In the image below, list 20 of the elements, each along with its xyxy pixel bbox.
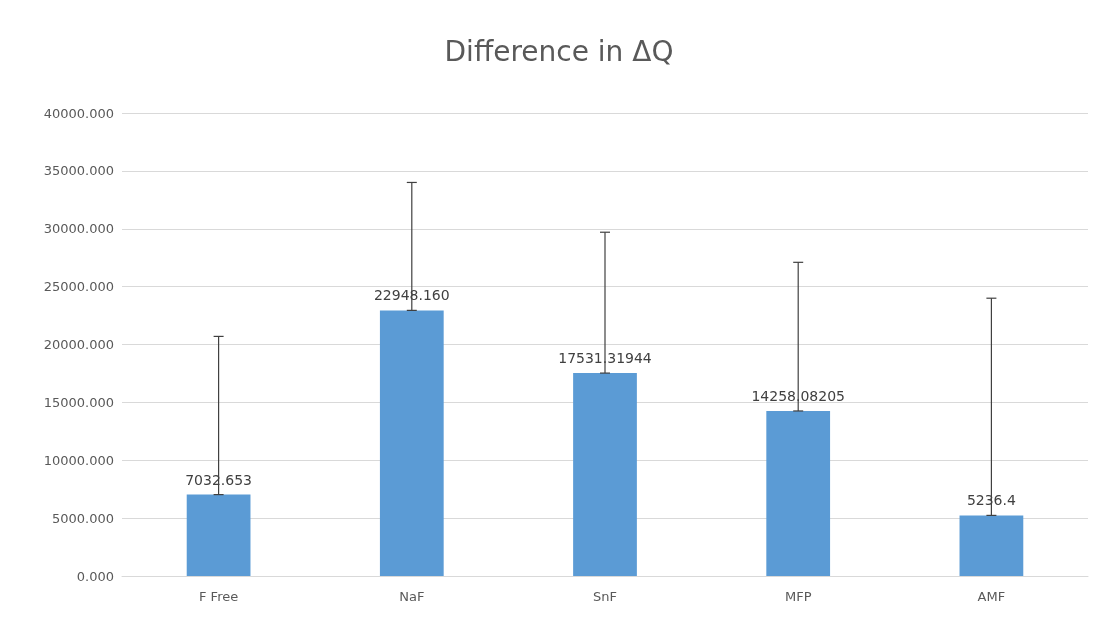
x-tick-label: SnF: [593, 589, 617, 604]
bar: [959, 515, 1024, 576]
chart-title: Difference in ΔQ: [444, 34, 674, 68]
y-tick-label: 40000.000: [43, 105, 114, 121]
x-tick-label: AMF: [977, 589, 1006, 604]
y-tick-label: 20000.000: [43, 337, 114, 352]
y-tick-label: 0.000: [76, 568, 114, 584]
x-tick-label: F Free: [199, 589, 239, 604]
bar: [186, 494, 251, 576]
y-tick-label: 5000.000: [51, 510, 114, 526]
bar: [766, 410, 831, 576]
y-tick-label: 25000.000: [43, 279, 114, 295]
y-tick-label: 35000.000: [43, 163, 114, 179]
y-tick-label: 15000.000: [43, 394, 114, 410]
bar: [379, 310, 444, 576]
bar: [573, 373, 637, 576]
x-tick-label: MFP: [784, 589, 812, 604]
y-tick-label: 10000.000: [43, 452, 114, 468]
y-tick-label: 30000.000: [43, 221, 114, 237]
x-tick-label: NaF: [399, 589, 425, 604]
